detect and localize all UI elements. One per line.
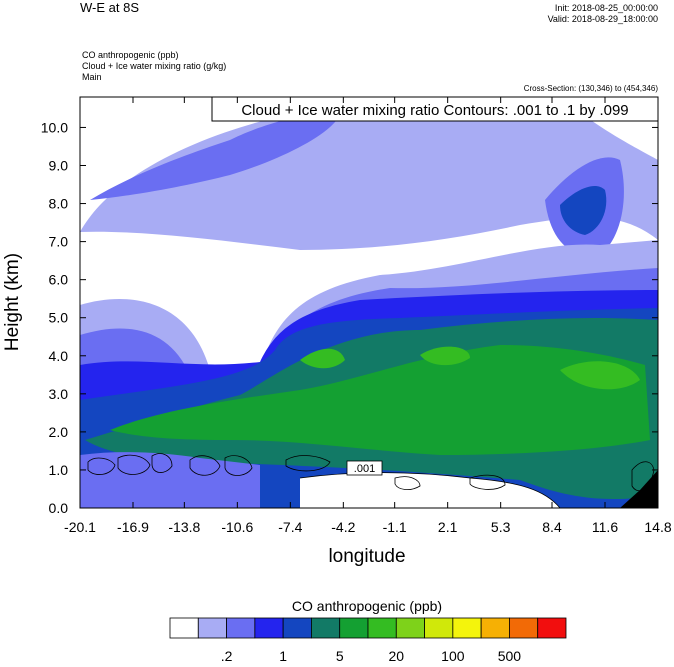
x-tick-label: 2.1 — [438, 519, 458, 535]
colorbar-swatch — [282, 617, 312, 639]
x-tick-label: 8.4 — [542, 519, 562, 535]
colorbar-swatch — [452, 617, 482, 639]
y-tick-label: 3.0 — [49, 386, 69, 402]
colorbar-swatch — [197, 617, 227, 639]
x-tick-label: -7.4 — [278, 519, 302, 535]
plot-frame — [79, 96, 659, 509]
x-tick-label: -16.9 — [117, 519, 149, 535]
y-tick-label: 6.0 — [49, 272, 69, 288]
contour-fill-lower-bright-3 — [560, 361, 640, 390]
colorbar-swatch — [311, 617, 341, 639]
field-name-co: CO anthropogenic (ppb) — [82, 50, 179, 60]
x-tick-label: 5.3 — [491, 519, 511, 535]
contour-fill-upper-light — [80, 97, 658, 250]
colorbar-swatch — [226, 617, 256, 639]
y-tick-label: 4.0 — [49, 348, 69, 364]
y-tick-label: 10.0 — [41, 119, 68, 135]
field-name-main: Main — [82, 72, 102, 82]
contour-fill-upper-mid — [90, 114, 340, 200]
colorbar-swatch — [424, 617, 454, 639]
field-name-cloud: Cloud + Ice water mixing ratio (g/kg) — [82, 61, 227, 71]
colorbar-swatch — [339, 617, 369, 639]
co-filled-contours — [80, 97, 658, 508]
contour-fill-lower-bright — [300, 348, 345, 369]
contour-fill-lower-green — [110, 345, 650, 455]
colorbar-label: 500 — [498, 648, 522, 664]
colorbar-swatch — [537, 617, 567, 639]
y-axis: 0.0 1.0 2.0 3.0 4.0 5.0 6.0 7.0 8.0 9.0 10.0 — [41, 119, 658, 516]
valid-time: Valid: 2018-08-29_18:00:00 — [547, 14, 658, 24]
colorbar-title: CO anthropogenic (ppb) — [292, 598, 442, 614]
y-tick-label: 0.0 — [49, 500, 69, 516]
x-tick-label: -20.1 — [64, 519, 96, 535]
colorbar-label: 100 — [441, 648, 465, 664]
colorbar-swatch — [480, 617, 510, 639]
colorbar-swatch — [254, 617, 284, 639]
contour-fill-lower-bright-2 — [420, 346, 470, 366]
contour-info-label: Cloud + Ice water mixing ratio Contours:… — [241, 102, 628, 119]
colorbar-swatch — [367, 617, 397, 639]
colorbar: .2 1 5 20 100 500 — [169, 617, 567, 664]
x-tick-label: -4.2 — [331, 519, 355, 535]
x-tick-label: -13.8 — [168, 519, 200, 535]
cross-section-label: Cross-Section: (130,346) to (454,346) — [523, 84, 658, 93]
x-tick-label: 14.8 — [644, 519, 671, 535]
colorbar-label: .2 — [221, 648, 233, 664]
colorbar-label: 20 — [388, 648, 404, 664]
colorbar-swatch — [509, 617, 539, 639]
x-axis: -20.1 -16.9 -13.8 -10.6 -7.4 -4.2 -1.1 2.1 5.3 8.… — [64, 97, 672, 535]
x-axis-title: longitude — [328, 546, 405, 567]
y-tick-label: 7.0 — [49, 234, 69, 250]
contour-fill-surface-white — [300, 472, 560, 508]
inline-contour-label: .001 — [354, 463, 375, 475]
init-time: Init: 2018-08-25_00:00:00 — [554, 3, 658, 13]
y-tick-label: 8.0 — [49, 196, 69, 212]
x-tick-label: 11.6 — [592, 519, 618, 535]
y-tick-label: 5.0 — [49, 310, 69, 326]
y-tick-label: 9.0 — [49, 158, 69, 174]
contour-fill-upper-dark — [560, 185, 607, 235]
y-tick-label: 2.0 — [49, 424, 69, 440]
x-tick-label: -10.6 — [221, 519, 253, 535]
colorbar-label: 5 — [336, 648, 344, 664]
y-tick-label: 1.0 — [49, 462, 69, 478]
inline-contour-label-box — [346, 460, 383, 476]
plot-title: W-E at 8S — [80, 0, 140, 15]
colorbar-label: 1 — [279, 648, 287, 664]
colorbar-swatch — [395, 617, 425, 639]
x-tick-label: -1.1 — [383, 519, 407, 535]
y-axis-title: Height (km) — [2, 253, 23, 351]
colorbar-swatch — [169, 617, 199, 639]
contour-fill-surface-mid — [80, 452, 260, 508]
terrain — [620, 470, 658, 508]
